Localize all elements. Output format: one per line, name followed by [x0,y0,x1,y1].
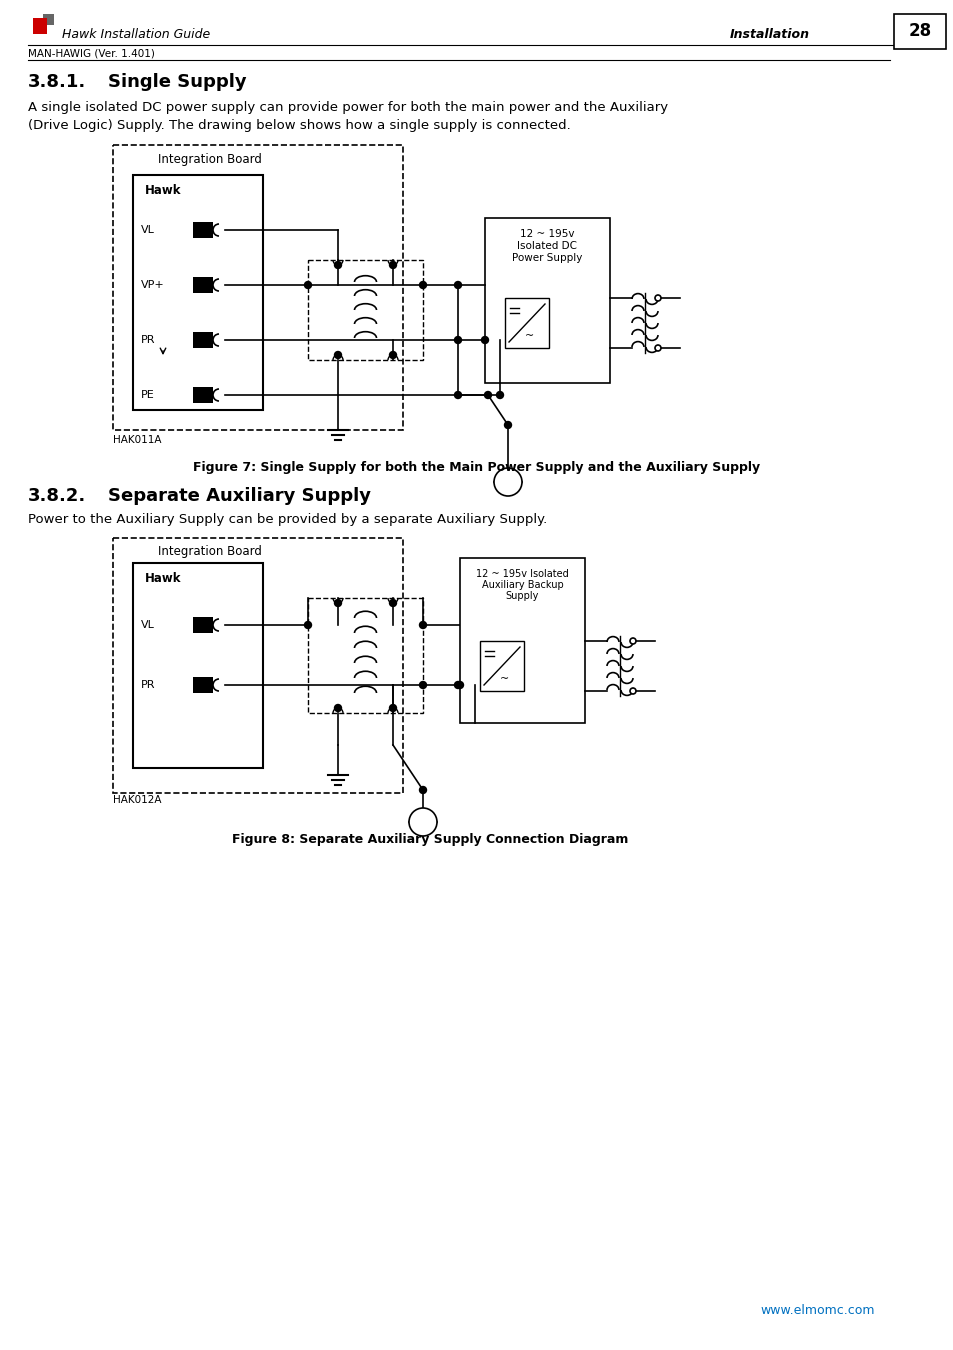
Bar [193,617,213,633]
Bar [193,676,213,693]
Bar [479,641,523,691]
Bar [484,217,609,383]
Circle shape [419,621,426,629]
Bar [308,598,422,713]
Text: Single Supply: Single Supply [108,73,247,90]
Text: www.elmomc.com: www.elmomc.com [760,1304,874,1316]
Text: HAK011A: HAK011A [112,435,161,446]
Text: Separate Auxiliary Supply: Separate Auxiliary Supply [108,487,371,505]
Text: Figure 8: Separate Auxiliary Supply Connection Diagram: Figure 8: Separate Auxiliary Supply Conn… [232,833,627,846]
Text: Power to the Auxiliary Supply can be provided by a separate Auxiliary Supply.: Power to the Auxiliary Supply can be pro… [28,513,547,526]
Text: PR: PR [141,680,155,690]
Circle shape [504,421,511,428]
Circle shape [335,599,341,606]
Bar [112,144,402,431]
Circle shape [655,346,660,351]
Bar [33,18,47,34]
Text: PE: PE [141,390,154,400]
Text: (Drive Logic) Supply. The drawing below shows how a single supply is connected.: (Drive Logic) Supply. The drawing below … [28,120,570,132]
Text: HAK012A: HAK012A [112,795,161,805]
Circle shape [389,262,396,269]
Circle shape [335,351,341,359]
Bar [893,14,945,49]
Text: Hawk: Hawk [145,572,181,586]
Circle shape [335,262,341,269]
Bar [43,14,54,26]
Text: 3.8.1.: 3.8.1. [28,73,86,90]
Circle shape [389,351,396,359]
Circle shape [484,392,491,398]
Text: MAN-HAWIG (Ver. 1.401): MAN-HAWIG (Ver. 1.401) [28,49,154,59]
Circle shape [494,468,521,495]
Text: Integration Board: Integration Board [158,153,262,166]
Bar [193,332,213,348]
Circle shape [496,392,503,398]
Circle shape [389,705,396,711]
Circle shape [409,809,436,836]
Text: Figure 7: Single Supply for both the Main Power Supply and the Auxiliary Supply: Figure 7: Single Supply for both the Mai… [193,462,760,474]
Circle shape [335,705,341,711]
Bar [112,539,402,792]
Text: Integration Board: Integration Board [158,545,262,559]
Text: Installation: Installation [729,27,809,40]
Text: VL: VL [141,620,154,630]
Circle shape [629,688,636,694]
Circle shape [419,682,426,688]
Bar [193,221,213,238]
Text: 3.8.2.: 3.8.2. [28,487,86,505]
Circle shape [389,599,396,606]
Text: VP+: VP+ [141,279,165,290]
Bar [193,277,213,293]
Bar [308,261,422,360]
Circle shape [481,336,488,343]
Bar [504,298,548,348]
Circle shape [304,282,312,289]
Text: Hawk Installation Guide: Hawk Installation Guide [62,27,210,40]
Circle shape [655,296,660,301]
Text: Supply: Supply [505,591,538,601]
Circle shape [629,639,636,644]
Text: 12 ~ 195v: 12 ~ 195v [519,230,574,239]
Text: Auxiliary Backup: Auxiliary Backup [481,580,563,590]
Text: 12 ~ 195v Isolated: 12 ~ 195v Isolated [476,568,568,579]
Circle shape [454,336,461,343]
Circle shape [456,682,463,688]
Circle shape [304,621,312,629]
Text: A single isolated DC power supply can provide power for both the main power and : A single isolated DC power supply can pr… [28,101,667,115]
Bar [132,563,263,768]
Text: ~: ~ [525,331,534,342]
Text: ~: ~ [500,674,509,684]
Circle shape [454,392,461,398]
Text: Hawk: Hawk [145,185,181,197]
Text: Power Supply: Power Supply [512,252,582,263]
Circle shape [454,282,461,289]
Bar [132,176,263,410]
Text: PR: PR [141,335,155,346]
Text: 28: 28 [907,22,930,40]
Circle shape [454,682,461,688]
Circle shape [419,282,426,289]
Circle shape [419,787,426,794]
Bar [459,558,584,724]
Text: VL: VL [141,225,154,235]
Text: Isolated DC: Isolated DC [517,242,577,251]
Bar [193,387,213,404]
